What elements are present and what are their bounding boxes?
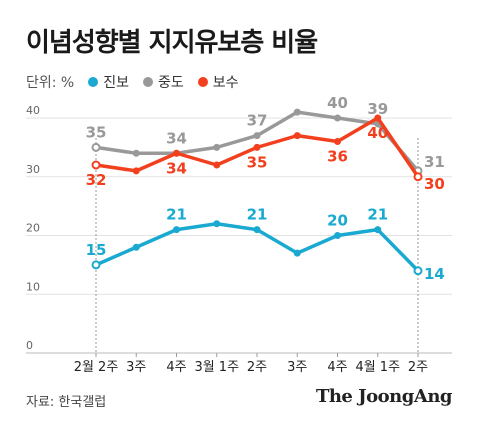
- x-tick-label: 4주: [166, 360, 186, 375]
- data-point: [293, 249, 301, 257]
- legend-item-jinbo: 진보: [88, 72, 129, 92]
- data-point: [132, 243, 140, 251]
- data-label: 40: [327, 94, 348, 112]
- data-point: [173, 149, 180, 157]
- legend-swatch-jungdo: [143, 77, 153, 87]
- data-point: [334, 114, 341, 122]
- legend-swatch-bosu: [197, 77, 208, 87]
- source-note: 자료: 한국갤럽: [26, 395, 107, 410]
- data-point: [213, 161, 221, 169]
- data-point: [91, 160, 101, 170]
- x-tick-label: 2월 2주: [74, 360, 119, 375]
- unit-label: 단위: %: [26, 75, 75, 91]
- data-label: 15: [86, 241, 107, 259]
- x-tick-label: 4월 1주: [355, 360, 400, 375]
- data-point: [253, 226, 261, 234]
- x-tick-label: 3주: [287, 360, 307, 375]
- data-label: 35: [86, 123, 107, 141]
- y-tick-label: 40: [26, 104, 40, 117]
- data-point: [213, 143, 221, 151]
- legend-swatch-jinbo: [88, 77, 99, 87]
- data-label: 31: [424, 153, 445, 171]
- data-point: [413, 172, 423, 182]
- x-tick-label: 4주: [327, 360, 347, 375]
- data-label: 36: [327, 148, 348, 166]
- y-tick-label: 10: [26, 280, 40, 293]
- data-point: [253, 143, 261, 151]
- data-label: 40: [367, 124, 388, 142]
- data-point: [374, 114, 382, 122]
- data-label: 14: [424, 265, 445, 283]
- data-label: 21: [166, 206, 187, 224]
- data-point: [253, 132, 261, 140]
- data-label: 35: [247, 153, 268, 171]
- data-point: [374, 226, 382, 234]
- data-point: [91, 260, 101, 270]
- y-tick-label: 30: [26, 163, 40, 176]
- data-point: [334, 232, 341, 239]
- x-tick-label: 3주: [126, 360, 146, 375]
- data-label: 21: [247, 206, 268, 224]
- legend-label-jungdo: 중도: [158, 75, 184, 91]
- data-label: 30: [424, 175, 445, 193]
- data-point: [91, 142, 101, 152]
- legend-item-jungdo: 중도: [143, 72, 184, 92]
- data-point: [293, 108, 301, 116]
- x-tick-label: 3월 1주: [194, 360, 239, 375]
- data-label: 32: [86, 171, 107, 189]
- data-label: 21: [367, 206, 388, 224]
- chart-title: 이념성향별 지지유보층 비율: [26, 28, 318, 58]
- data-point: [132, 149, 140, 157]
- data-label: 37: [247, 112, 268, 130]
- legend-label-jinbo: 진보: [103, 75, 129, 91]
- brand-logo: The JoongAng: [315, 386, 453, 407]
- data-label: 39: [367, 100, 388, 118]
- y-tick-label: 0: [26, 339, 33, 352]
- data-label: 20: [327, 212, 348, 230]
- legend-item-bosu: 보수: [197, 72, 239, 92]
- data-point: [413, 266, 423, 276]
- data-point: [334, 138, 341, 145]
- data-label: 34: [166, 159, 187, 177]
- data-point: [132, 167, 140, 175]
- legend: 단위: % 진보 중도 보수: [26, 72, 239, 92]
- data-point: [213, 220, 221, 228]
- data-point: [293, 132, 301, 140]
- y-tick-label: 20: [26, 222, 40, 235]
- x-tick-label: 2주: [408, 360, 428, 375]
- data-point: [173, 226, 180, 234]
- x-tick-label: 2주: [247, 360, 267, 375]
- legend-label-bosu: 보수: [212, 75, 239, 91]
- data-label: 34: [166, 129, 187, 147]
